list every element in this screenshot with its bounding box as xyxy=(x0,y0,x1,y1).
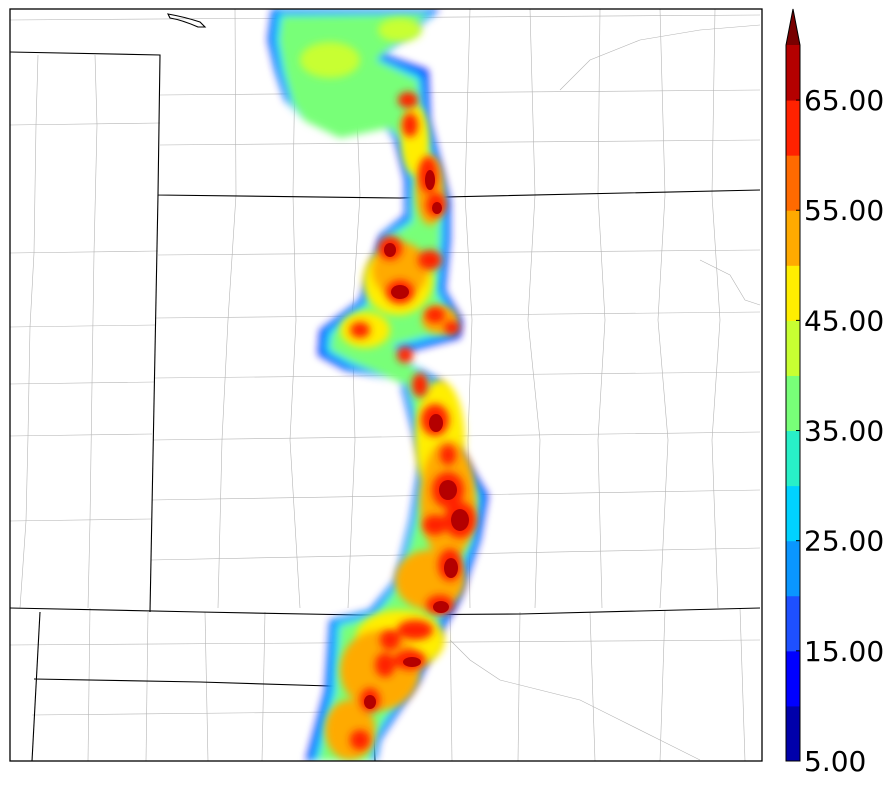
colorbar-segment xyxy=(786,485,800,542)
colorbar-tick-label: 15.00 xyxy=(804,635,884,668)
colorbar-segment xyxy=(786,375,800,432)
colorbar-tick-label: 55.00 xyxy=(804,194,884,227)
colorbar-tick-label: 45.00 xyxy=(804,304,884,337)
colorbar-segment xyxy=(786,430,800,487)
colorbar-segment xyxy=(786,100,800,156)
colorbar-segment xyxy=(786,540,800,597)
reflectivity-field xyxy=(268,9,488,761)
colorbar-segment xyxy=(786,210,800,266)
map-frame xyxy=(9,8,763,762)
colorbar: 5.00 15.00 25.00 35.00 45.00 55.00 65.00 xyxy=(785,8,884,778)
colorbar-segment xyxy=(786,705,800,762)
colorbar-tick-label: 65.00 xyxy=(804,84,884,117)
colorbar-tick-label: 25.00 xyxy=(804,525,884,558)
colorbar-segment xyxy=(786,265,800,321)
colorbar-segment xyxy=(786,650,800,707)
colorbar-tick-label: 35.00 xyxy=(804,415,884,448)
colorbar-segment xyxy=(786,595,800,652)
colorbar-segment xyxy=(786,155,800,211)
colorbar-extend-arrow xyxy=(786,9,800,45)
colorbar-segment xyxy=(786,45,800,101)
colorbar-segment xyxy=(786,320,800,376)
colorbar-tick-label: 5.00 xyxy=(804,745,866,778)
